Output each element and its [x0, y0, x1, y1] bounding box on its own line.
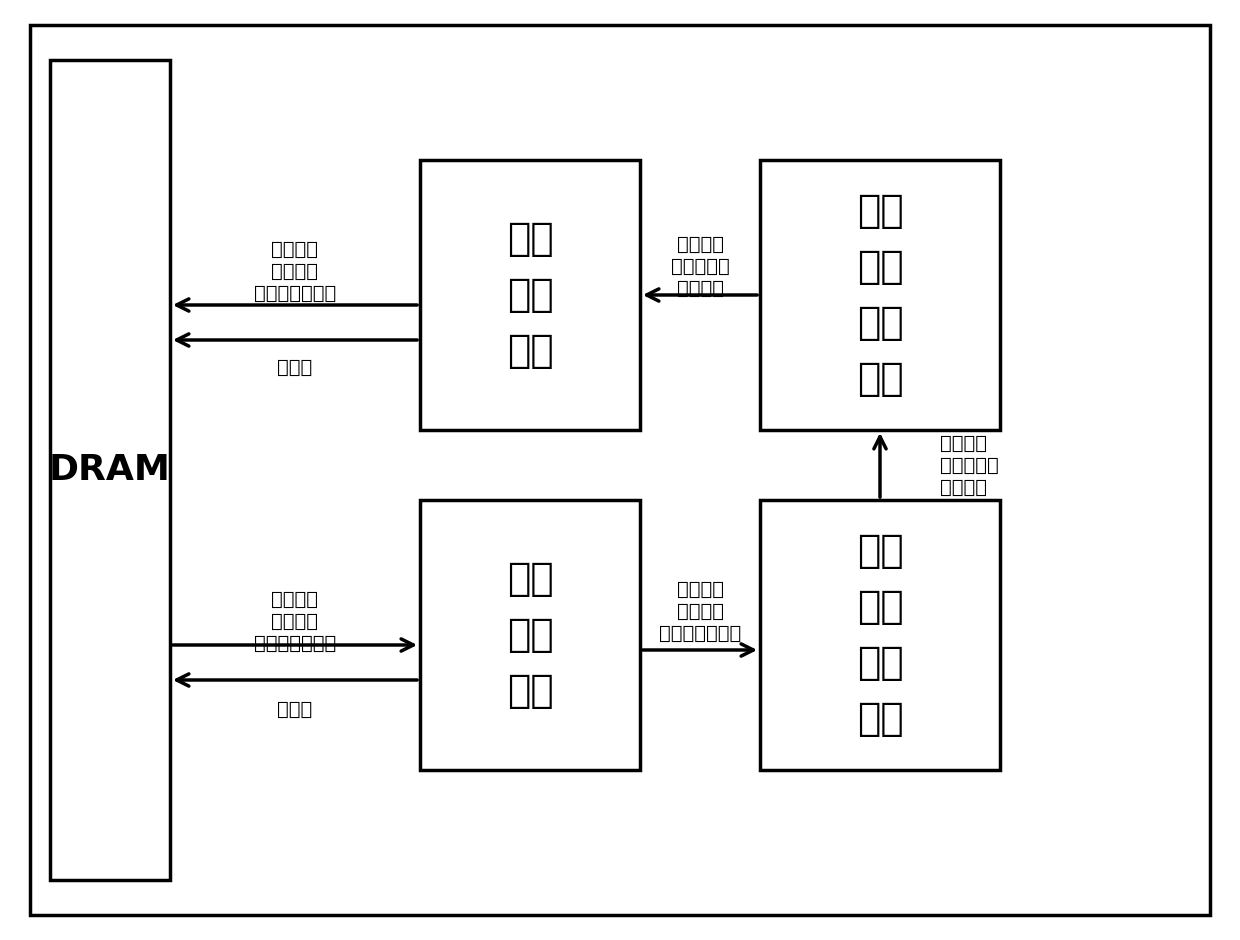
Bar — [760, 500, 999, 770]
Text: 图层
分割
模块: 图层 分割 模块 — [507, 560, 553, 710]
Text: 输出
控制
模块: 输出 控制 模块 — [507, 220, 553, 370]
Text: 切割后的
输入特征
（串行数据流）: 切割后的 输入特征 （串行数据流） — [254, 590, 336, 653]
Text: 切割后的
输出特征
（串行数据流）: 切割后的 输出特征 （串行数据流） — [254, 240, 336, 303]
Text: 纵向
池化
运算
模块: 纵向 池化 运算 模块 — [857, 192, 904, 398]
Bar — [760, 160, 999, 430]
Text: 二维运算
输出（串行
数据流）: 二维运算 输出（串行 数据流） — [671, 235, 729, 298]
Text: 切割后的
输入特征
（串行数据流）: 切割后的 输入特征 （串行数据流） — [658, 580, 742, 643]
Bar — [420, 500, 640, 770]
Bar — [50, 60, 170, 880]
Text: DRAM: DRAM — [50, 453, 171, 487]
Bar — [420, 160, 640, 430]
Text: 读地址: 读地址 — [278, 700, 312, 719]
Text: 写地址: 写地址 — [278, 358, 312, 377]
Text: 一维运算
输出（串行
数据流）: 一维运算 输出（串行 数据流） — [940, 433, 998, 496]
Text: 横向
池化
运算
模块: 横向 池化 运算 模块 — [857, 532, 904, 738]
